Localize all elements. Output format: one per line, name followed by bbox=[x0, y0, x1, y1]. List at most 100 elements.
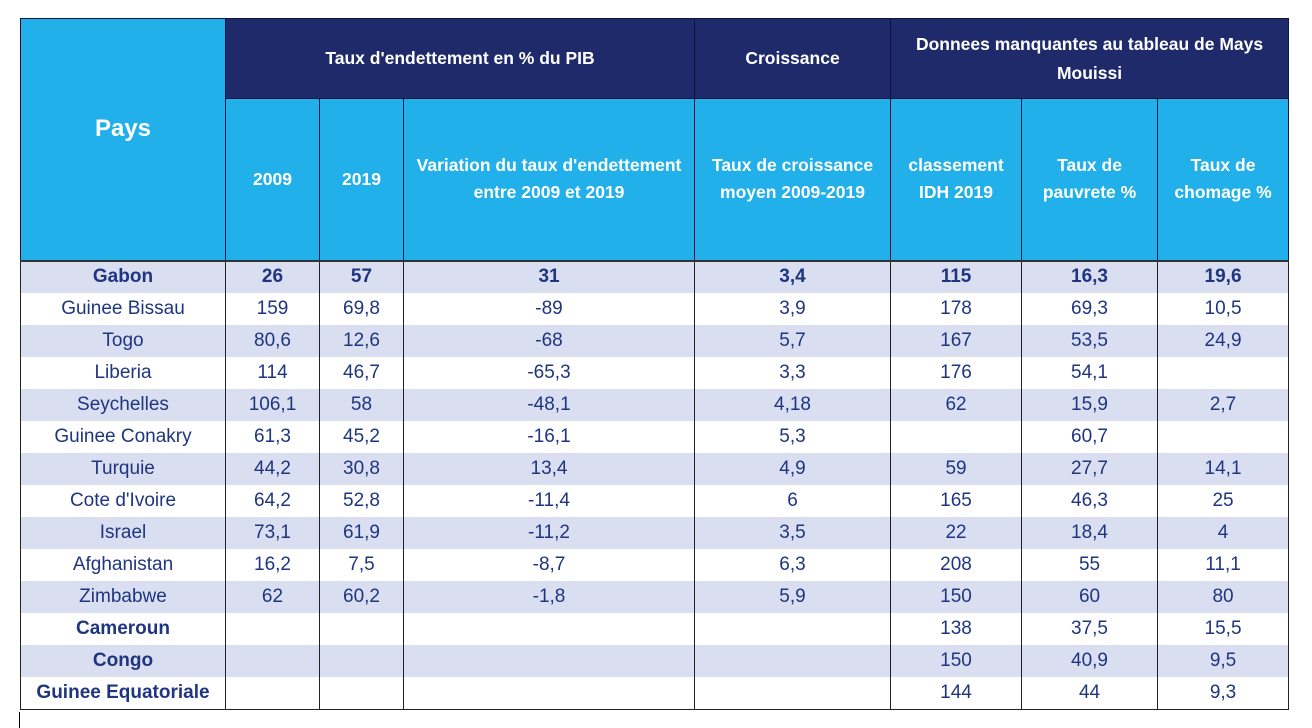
header-group-growth: Croissance bbox=[694, 18, 892, 99]
cell-y2019: 45,2 bbox=[319, 421, 404, 454]
cell-y2019: 61,9 bbox=[319, 517, 404, 550]
cell-y2019 bbox=[319, 644, 404, 677]
cell-y2009: 62 bbox=[225, 581, 320, 613]
cell-chomage: 19,6 bbox=[1157, 259, 1290, 294]
cell-idh: 59 bbox=[890, 453, 1023, 486]
cell-pauvrete: 16,3 bbox=[1021, 259, 1159, 294]
cell-y2019: 30,8 bbox=[319, 453, 404, 486]
cell-y2019 bbox=[319, 613, 404, 645]
cell-pauvrete: 27,7 bbox=[1021, 453, 1159, 486]
cell-variation: -68 bbox=[402, 325, 696, 358]
cell-chomage: 24,9 bbox=[1157, 325, 1290, 358]
cell-pays: Israel bbox=[20, 517, 226, 550]
debt-table: Pays Taux d'endettement en % du PIB Croi… bbox=[20, 18, 1290, 710]
cell-croissance bbox=[694, 676, 892, 710]
header-variation: Variation du taux d'endettement entre 20… bbox=[402, 98, 696, 261]
header-unemployment: Taux de chomage % bbox=[1157, 98, 1290, 261]
cell-pauvrete: 44 bbox=[1021, 676, 1159, 710]
cell-pauvrete: 40,9 bbox=[1021, 644, 1159, 677]
table-row: Guinee Equatoriale 144 44 9,3 bbox=[20, 676, 1290, 710]
cell-y2009: 26 bbox=[225, 259, 320, 294]
cell-chomage: 10,5 bbox=[1157, 293, 1290, 326]
cell-variation: -11,4 bbox=[402, 485, 696, 518]
cell-pays: Liberia bbox=[20, 357, 226, 390]
cell-pauvrete: 69,3 bbox=[1021, 293, 1159, 326]
cell-y2019: 57 bbox=[319, 259, 404, 294]
table-row: Gabon 26 57 31 3,4 115 16,3 19,6 bbox=[20, 259, 1290, 294]
cell-pauvrete: 60 bbox=[1021, 581, 1159, 613]
cell-idh: 62 bbox=[890, 389, 1023, 422]
cell-pauvrete: 46,3 bbox=[1021, 485, 1159, 518]
cell-pays: Congo bbox=[20, 644, 226, 677]
cell-idh: 115 bbox=[890, 259, 1023, 294]
cell-pauvrete: 53,5 bbox=[1021, 325, 1159, 358]
table-row: Togo 80,6 12,6 -68 5,7 167 53,5 24,9 bbox=[20, 325, 1290, 358]
cell-pauvrete: 37,5 bbox=[1021, 613, 1159, 645]
cell-chomage bbox=[1157, 421, 1290, 454]
cell-pauvrete: 55 bbox=[1021, 549, 1159, 582]
cell-idh: 178 bbox=[890, 293, 1023, 326]
cell-pays: Afghanistan bbox=[20, 549, 226, 582]
cell-croissance: 4,9 bbox=[694, 453, 892, 486]
header-growth-rate: Taux de croissance moyen 2009-2019 bbox=[694, 98, 892, 261]
cell-idh: 208 bbox=[890, 549, 1023, 582]
cell-chomage: 80 bbox=[1157, 581, 1290, 613]
cell-chomage: 2,7 bbox=[1157, 389, 1290, 422]
cell-variation: 13,4 bbox=[402, 453, 696, 486]
cell-y2019: 52,8 bbox=[319, 485, 404, 518]
table-row: Liberia 114 46,7 -65,3 3,3 176 54,1 bbox=[20, 357, 1290, 390]
cell-idh: 138 bbox=[890, 613, 1023, 645]
cell-croissance bbox=[694, 644, 892, 677]
cell-y2019: 12,6 bbox=[319, 325, 404, 358]
header-pays: Pays bbox=[20, 18, 226, 261]
cell-chomage: 11,1 bbox=[1157, 549, 1290, 582]
table-row: Guinee Conakry 61,3 45,2 -16,1 5,3 60,7 bbox=[20, 421, 1290, 454]
text-cursor bbox=[19, 712, 20, 728]
cell-chomage: 15,5 bbox=[1157, 613, 1290, 645]
cell-pays: Gabon bbox=[20, 259, 226, 294]
cell-y2019: 60,2 bbox=[319, 581, 404, 613]
cell-idh: 176 bbox=[890, 357, 1023, 390]
cell-variation bbox=[402, 676, 696, 710]
table-row: Seychelles 106,1 58 -48,1 4,18 62 15,9 2,7 bbox=[20, 389, 1290, 422]
cell-variation bbox=[402, 613, 696, 645]
cell-croissance: 6,3 bbox=[694, 549, 892, 582]
table-row: Turquie 44,2 30,8 13,4 4,9 59 27,7 14,1 bbox=[20, 453, 1290, 486]
header-poverty: Taux de pauvrete % bbox=[1021, 98, 1159, 261]
cell-croissance: 3,4 bbox=[694, 259, 892, 294]
cell-idh: 150 bbox=[890, 644, 1023, 677]
cell-chomage: 4 bbox=[1157, 517, 1290, 550]
cell-y2019: 7,5 bbox=[319, 549, 404, 582]
header-idh: classement IDH 2019 bbox=[890, 98, 1023, 261]
cell-croissance: 3,5 bbox=[694, 517, 892, 550]
cell-y2019: 46,7 bbox=[319, 357, 404, 390]
cell-pays: Zimbabwe bbox=[20, 581, 226, 613]
header-group-debt: Taux d'endettement en % du PIB bbox=[224, 18, 696, 99]
table-row: Israel 73,1 61,9 -11,2 3,5 22 18,4 4 bbox=[20, 517, 1290, 550]
cell-idh: 150 bbox=[890, 581, 1023, 613]
cell-pays: Turquie bbox=[20, 453, 226, 486]
cell-pauvrete: 54,1 bbox=[1021, 357, 1159, 390]
cell-y2009: 114 bbox=[225, 357, 320, 390]
cell-pauvrete: 60,7 bbox=[1021, 421, 1159, 454]
cell-variation: -65,3 bbox=[402, 357, 696, 390]
cell-y2009: 64,2 bbox=[225, 485, 320, 518]
cell-croissance: 3,9 bbox=[694, 293, 892, 326]
cell-pays: Cameroun bbox=[20, 613, 226, 645]
cell-chomage: 25 bbox=[1157, 485, 1290, 518]
cell-idh: 165 bbox=[890, 485, 1023, 518]
cell-variation: -16,1 bbox=[402, 421, 696, 454]
cell-idh: 144 bbox=[890, 676, 1023, 710]
cell-pays: Guinee Equatoriale bbox=[20, 676, 226, 710]
cell-variation: 31 bbox=[402, 259, 696, 294]
cell-croissance: 5,3 bbox=[694, 421, 892, 454]
cell-croissance: 5,7 bbox=[694, 325, 892, 358]
cell-pauvrete: 15,9 bbox=[1021, 389, 1159, 422]
cell-idh bbox=[890, 421, 1023, 454]
cell-variation: -48,1 bbox=[402, 389, 696, 422]
cell-chomage: 14,1 bbox=[1157, 453, 1290, 486]
cell-pays: Guinee Conakry bbox=[20, 421, 226, 454]
cell-chomage: 9,5 bbox=[1157, 644, 1290, 677]
cell-pays: Cote d'Ivoire bbox=[20, 485, 226, 518]
table-row: Congo 150 40,9 9,5 bbox=[20, 644, 1290, 677]
